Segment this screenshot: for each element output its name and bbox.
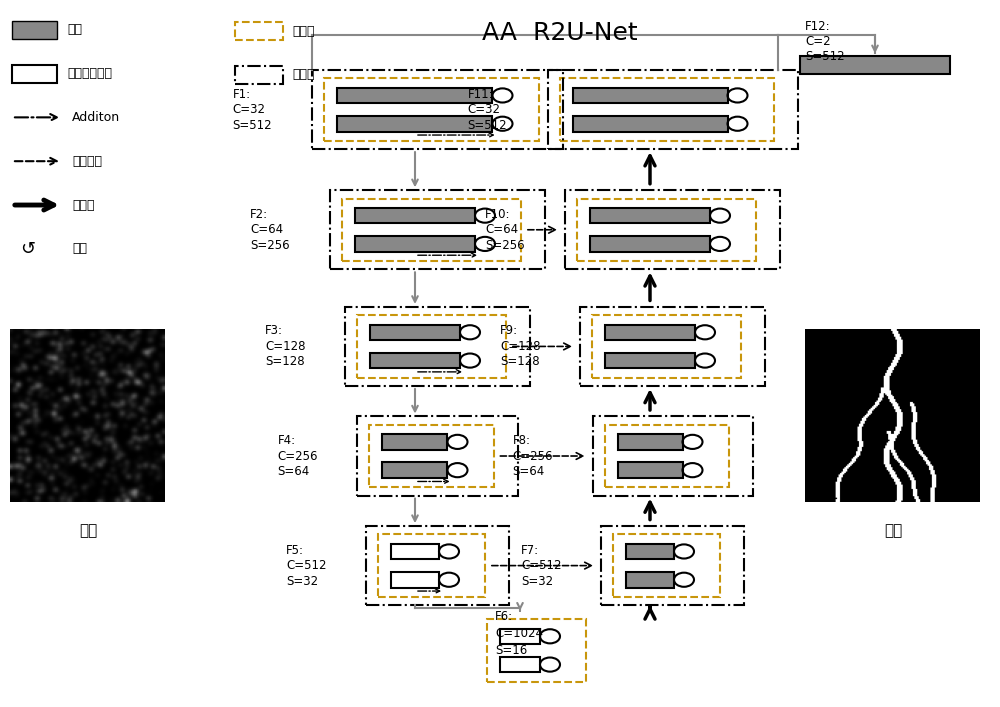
- Bar: [560, 78, 774, 141]
- Text: ↺: ↺: [20, 240, 35, 258]
- Text: F6:: F6:: [495, 610, 513, 623]
- Bar: [12, 21, 57, 39]
- Text: 输出: 输出: [884, 523, 902, 538]
- Text: 跳跃连接: 跳跃连接: [72, 155, 102, 168]
- Text: F7:: F7:: [521, 544, 539, 556]
- Text: 递归: 递归: [72, 243, 87, 255]
- Text: 输入: 输入: [79, 523, 97, 538]
- Text: C=256: C=256: [277, 450, 318, 462]
- Bar: [572, 116, 728, 132]
- Bar: [605, 353, 695, 368]
- Bar: [370, 353, 460, 368]
- Text: S=16: S=16: [495, 644, 527, 657]
- Bar: [355, 208, 475, 223]
- Bar: [330, 190, 545, 269]
- Bar: [572, 88, 728, 103]
- Text: C=128: C=128: [500, 340, 540, 353]
- Text: 注意增强模块: 注意增强模块: [67, 67, 112, 80]
- Bar: [580, 307, 765, 386]
- Bar: [590, 208, 710, 223]
- Bar: [487, 619, 586, 682]
- Bar: [382, 462, 447, 478]
- Bar: [618, 434, 682, 450]
- Text: F10:: F10:: [485, 208, 511, 221]
- Text: C=32: C=32: [232, 103, 265, 116]
- Text: C=2: C=2: [805, 35, 831, 48]
- Bar: [500, 629, 540, 644]
- Bar: [324, 78, 538, 141]
- Bar: [357, 416, 518, 496]
- Bar: [601, 526, 744, 605]
- Bar: [592, 315, 741, 378]
- Bar: [342, 199, 521, 261]
- Bar: [500, 657, 540, 672]
- Text: F12:: F12:: [805, 20, 831, 33]
- Text: C=64: C=64: [485, 223, 518, 236]
- Bar: [391, 572, 439, 588]
- Bar: [800, 56, 950, 74]
- Bar: [357, 315, 506, 378]
- Bar: [626, 544, 674, 559]
- Bar: [370, 325, 460, 340]
- Text: S=64: S=64: [277, 465, 310, 478]
- Text: F5:: F5:: [286, 544, 304, 556]
- Text: S=256: S=256: [250, 239, 290, 252]
- Bar: [618, 462, 682, 478]
- Text: Additon: Additon: [72, 111, 120, 124]
- Bar: [548, 70, 798, 149]
- Bar: [12, 65, 57, 83]
- Text: C=128: C=128: [265, 340, 305, 353]
- Bar: [355, 236, 475, 252]
- Text: S=256: S=256: [485, 239, 525, 252]
- Text: AA  R2U-Net: AA R2U-Net: [482, 21, 638, 45]
- Text: C=512: C=512: [286, 559, 326, 572]
- Text: S=128: S=128: [500, 356, 540, 368]
- Bar: [604, 425, 728, 487]
- Text: 卷积: 卷积: [67, 23, 82, 36]
- Bar: [337, 88, 492, 103]
- Text: C=1024: C=1024: [495, 627, 543, 640]
- Bar: [235, 66, 283, 84]
- Text: C=256: C=256: [513, 450, 553, 462]
- Text: S=128: S=128: [265, 356, 305, 368]
- Text: F9:: F9:: [500, 325, 518, 337]
- Text: S=512: S=512: [232, 119, 272, 132]
- Text: F8:: F8:: [513, 434, 531, 447]
- Text: S=512: S=512: [805, 50, 845, 63]
- Text: F3:: F3:: [265, 325, 283, 337]
- Bar: [592, 416, 753, 496]
- Bar: [613, 534, 720, 597]
- Bar: [366, 526, 509, 605]
- Bar: [391, 544, 439, 559]
- Bar: [605, 325, 695, 340]
- Text: C=32: C=32: [467, 103, 500, 116]
- Bar: [626, 572, 674, 588]
- Text: S=32: S=32: [521, 575, 553, 588]
- Text: F2:: F2:: [250, 208, 268, 221]
- Text: C=512: C=512: [521, 559, 562, 572]
- Bar: [369, 425, 494, 487]
- Text: 反卷积: 反卷积: [72, 199, 94, 211]
- Bar: [312, 70, 562, 149]
- Text: 卷积层: 卷积层: [292, 69, 314, 81]
- Text: F1:: F1:: [232, 88, 251, 100]
- Text: F4:: F4:: [277, 434, 296, 447]
- Text: S=512: S=512: [467, 119, 507, 132]
- Bar: [565, 190, 780, 269]
- Bar: [235, 22, 283, 40]
- Bar: [382, 434, 447, 450]
- Bar: [337, 116, 492, 132]
- Text: F11:: F11:: [467, 88, 493, 100]
- Text: S=32: S=32: [286, 575, 318, 588]
- Bar: [590, 236, 710, 252]
- Text: S=64: S=64: [513, 465, 545, 478]
- Text: 残差块: 残差块: [292, 25, 314, 37]
- Bar: [345, 307, 530, 386]
- Bar: [577, 199, 756, 261]
- Bar: [378, 534, 485, 597]
- Text: C=64: C=64: [250, 223, 283, 236]
